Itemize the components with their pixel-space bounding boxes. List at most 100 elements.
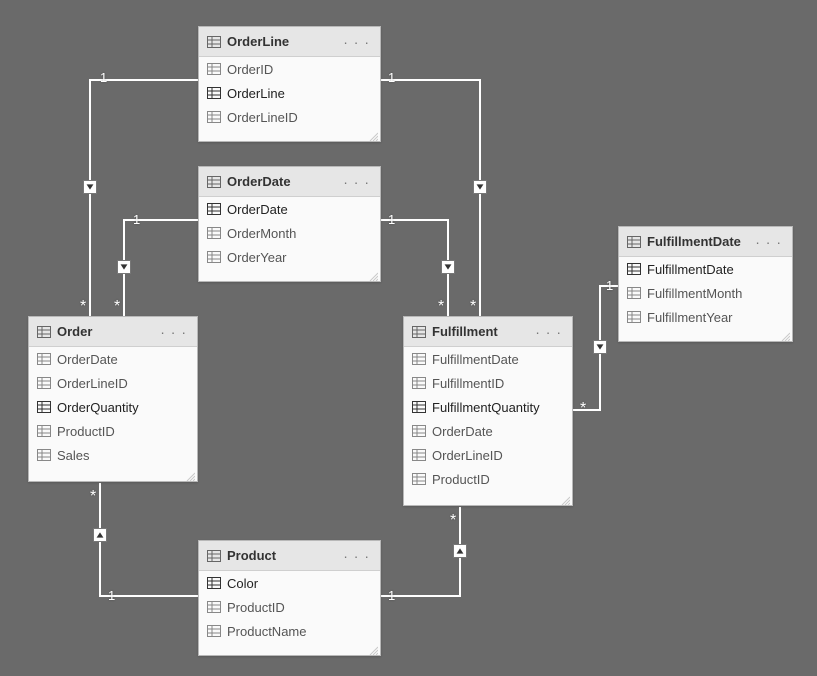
field-row[interactable]: OrderDate xyxy=(199,197,380,221)
direction-arrow-icon xyxy=(93,528,107,542)
table-icon xyxy=(412,326,426,338)
more-icon[interactable]: · · · xyxy=(341,174,372,190)
direction-arrow-icon xyxy=(441,260,455,274)
field-label: FulfillmentDate xyxy=(647,262,734,277)
field-row[interactable]: FulfillmentQuantity xyxy=(404,395,572,419)
field-row[interactable]: OrderYear xyxy=(199,245,380,269)
table-header[interactable]: Product· · · xyxy=(199,541,380,571)
field-row[interactable]: FulfillmentDate xyxy=(619,257,792,281)
field-label: OrderLineID xyxy=(57,376,128,391)
relationship-line[interactable] xyxy=(381,80,480,316)
field-icon xyxy=(627,287,641,299)
direction-arrow-icon xyxy=(83,180,97,194)
field-icon xyxy=(412,425,426,437)
relationship-line[interactable] xyxy=(90,80,198,316)
more-icon[interactable]: · · · xyxy=(341,34,372,50)
field-row[interactable]: FulfillmentDate xyxy=(404,347,572,371)
field-icon xyxy=(207,111,221,123)
field-row[interactable]: ProductID xyxy=(29,419,197,443)
field-label: ProductID xyxy=(432,472,490,487)
field-icon xyxy=(627,263,641,275)
field-icon xyxy=(37,425,51,437)
table-orderDate[interactable]: OrderDate· · ·OrderDateOrderMonthOrderYe… xyxy=(198,166,381,282)
field-label: OrderDate xyxy=(432,424,493,439)
table-orderLine[interactable]: OrderLine· · ·OrderID OrderLine OrderLineI… xyxy=(198,26,381,142)
field-label: OrderLine xyxy=(227,86,285,101)
field-row[interactable]: ProductID xyxy=(404,467,572,491)
table-title: OrderDate xyxy=(227,174,341,189)
table-header[interactable]: OrderLine· · · xyxy=(199,27,380,57)
cardinality-many: * xyxy=(80,298,86,316)
cardinality-many: * xyxy=(580,400,586,418)
field-row[interactable]: FulfillmentID xyxy=(404,371,572,395)
table-fulfillment[interactable]: Fulfillment· · ·FulfillmentDateFulfillme… xyxy=(403,316,573,506)
field-label: Color xyxy=(227,576,258,591)
field-row[interactable]: OrderLineID xyxy=(404,443,572,467)
diagram-canvas: OrderLine· · ·OrderID OrderLine OrderLineI… xyxy=(0,0,817,676)
more-icon[interactable]: · · · xyxy=(158,324,189,340)
table-icon xyxy=(37,326,51,338)
field-label: Sales xyxy=(57,448,90,463)
field-row[interactable]: ProductName xyxy=(199,619,380,643)
more-icon[interactable]: · · · xyxy=(341,548,372,564)
field-label: ProductID xyxy=(227,600,285,615)
table-header[interactable]: Fulfillment· · · xyxy=(404,317,572,347)
field-row[interactable]: FulfillmentYear xyxy=(619,305,792,329)
field-label: OrderMonth xyxy=(227,226,296,241)
field-label: OrderDate xyxy=(227,202,288,217)
table-title: FulfillmentDate xyxy=(647,234,753,249)
resize-grip-icon[interactable] xyxy=(780,329,790,339)
more-icon[interactable]: · · · xyxy=(753,234,784,250)
field-row[interactable]: OrderID xyxy=(199,57,380,81)
field-icon xyxy=(37,401,51,413)
field-row[interactable]: Sales xyxy=(29,443,197,467)
cardinality-one: 1 xyxy=(133,212,140,227)
field-row[interactable]: OrderDate xyxy=(29,347,197,371)
table-fulfillmentDate[interactable]: FulfillmentDate· · ·FulfillmentDateFulfi… xyxy=(618,226,793,342)
resize-grip-icon[interactable] xyxy=(368,643,378,653)
field-icon xyxy=(207,577,221,589)
resize-grip-icon[interactable] xyxy=(368,129,378,139)
field-row[interactable]: OrderLineID xyxy=(199,105,380,129)
field-row[interactable]: OrderQuantity xyxy=(29,395,197,419)
field-icon xyxy=(207,227,221,239)
field-row[interactable]: OrderMonth xyxy=(199,221,380,245)
field-row[interactable]: OrderLineID xyxy=(29,371,197,395)
field-icon xyxy=(412,401,426,413)
field-row[interactable]: OrderDate xyxy=(404,419,572,443)
cardinality-one: 1 xyxy=(606,278,613,293)
cardinality-one: 1 xyxy=(100,70,107,85)
table-header[interactable]: OrderDate· · · xyxy=(199,167,380,197)
relationship-line[interactable] xyxy=(124,220,198,316)
cardinality-one: 1 xyxy=(388,588,395,603)
field-label: OrderLineID xyxy=(227,110,298,125)
field-label: FulfillmentMonth xyxy=(647,286,742,301)
table-header[interactable]: Order· · · xyxy=(29,317,197,347)
cardinality-many: * xyxy=(90,488,96,506)
relationship-line[interactable] xyxy=(100,483,198,596)
field-icon xyxy=(207,251,221,263)
field-row[interactable]: FulfillmentMonth xyxy=(619,281,792,305)
resize-grip-icon[interactable] xyxy=(368,269,378,279)
field-icon xyxy=(412,353,426,365)
field-row[interactable]: ProductID xyxy=(199,595,380,619)
field-label: OrderYear xyxy=(227,250,287,265)
table-icon xyxy=(207,36,221,48)
resize-grip-icon[interactable] xyxy=(185,469,195,479)
cardinality-one: 1 xyxy=(108,588,115,603)
more-icon[interactable]: · · · xyxy=(533,324,564,340)
field-row[interactable]: Color xyxy=(199,571,380,595)
field-label: OrderQuantity xyxy=(57,400,139,415)
table-icon xyxy=(627,236,641,248)
table-order[interactable]: Order· · ·OrderDate OrderLineID OrderQuant… xyxy=(28,316,198,482)
table-product[interactable]: Product· · · Color ProductID ProductName xyxy=(198,540,381,656)
cardinality-many: * xyxy=(450,512,456,530)
table-header[interactable]: FulfillmentDate· · · xyxy=(619,227,792,257)
relationship-line[interactable] xyxy=(381,507,460,596)
field-row[interactable]: OrderLine xyxy=(199,81,380,105)
direction-arrow-icon xyxy=(453,544,467,558)
field-label: FulfillmentQuantity xyxy=(432,400,540,415)
cardinality-one: 1 xyxy=(388,212,395,227)
resize-grip-icon[interactable] xyxy=(560,493,570,503)
direction-arrow-icon xyxy=(473,180,487,194)
